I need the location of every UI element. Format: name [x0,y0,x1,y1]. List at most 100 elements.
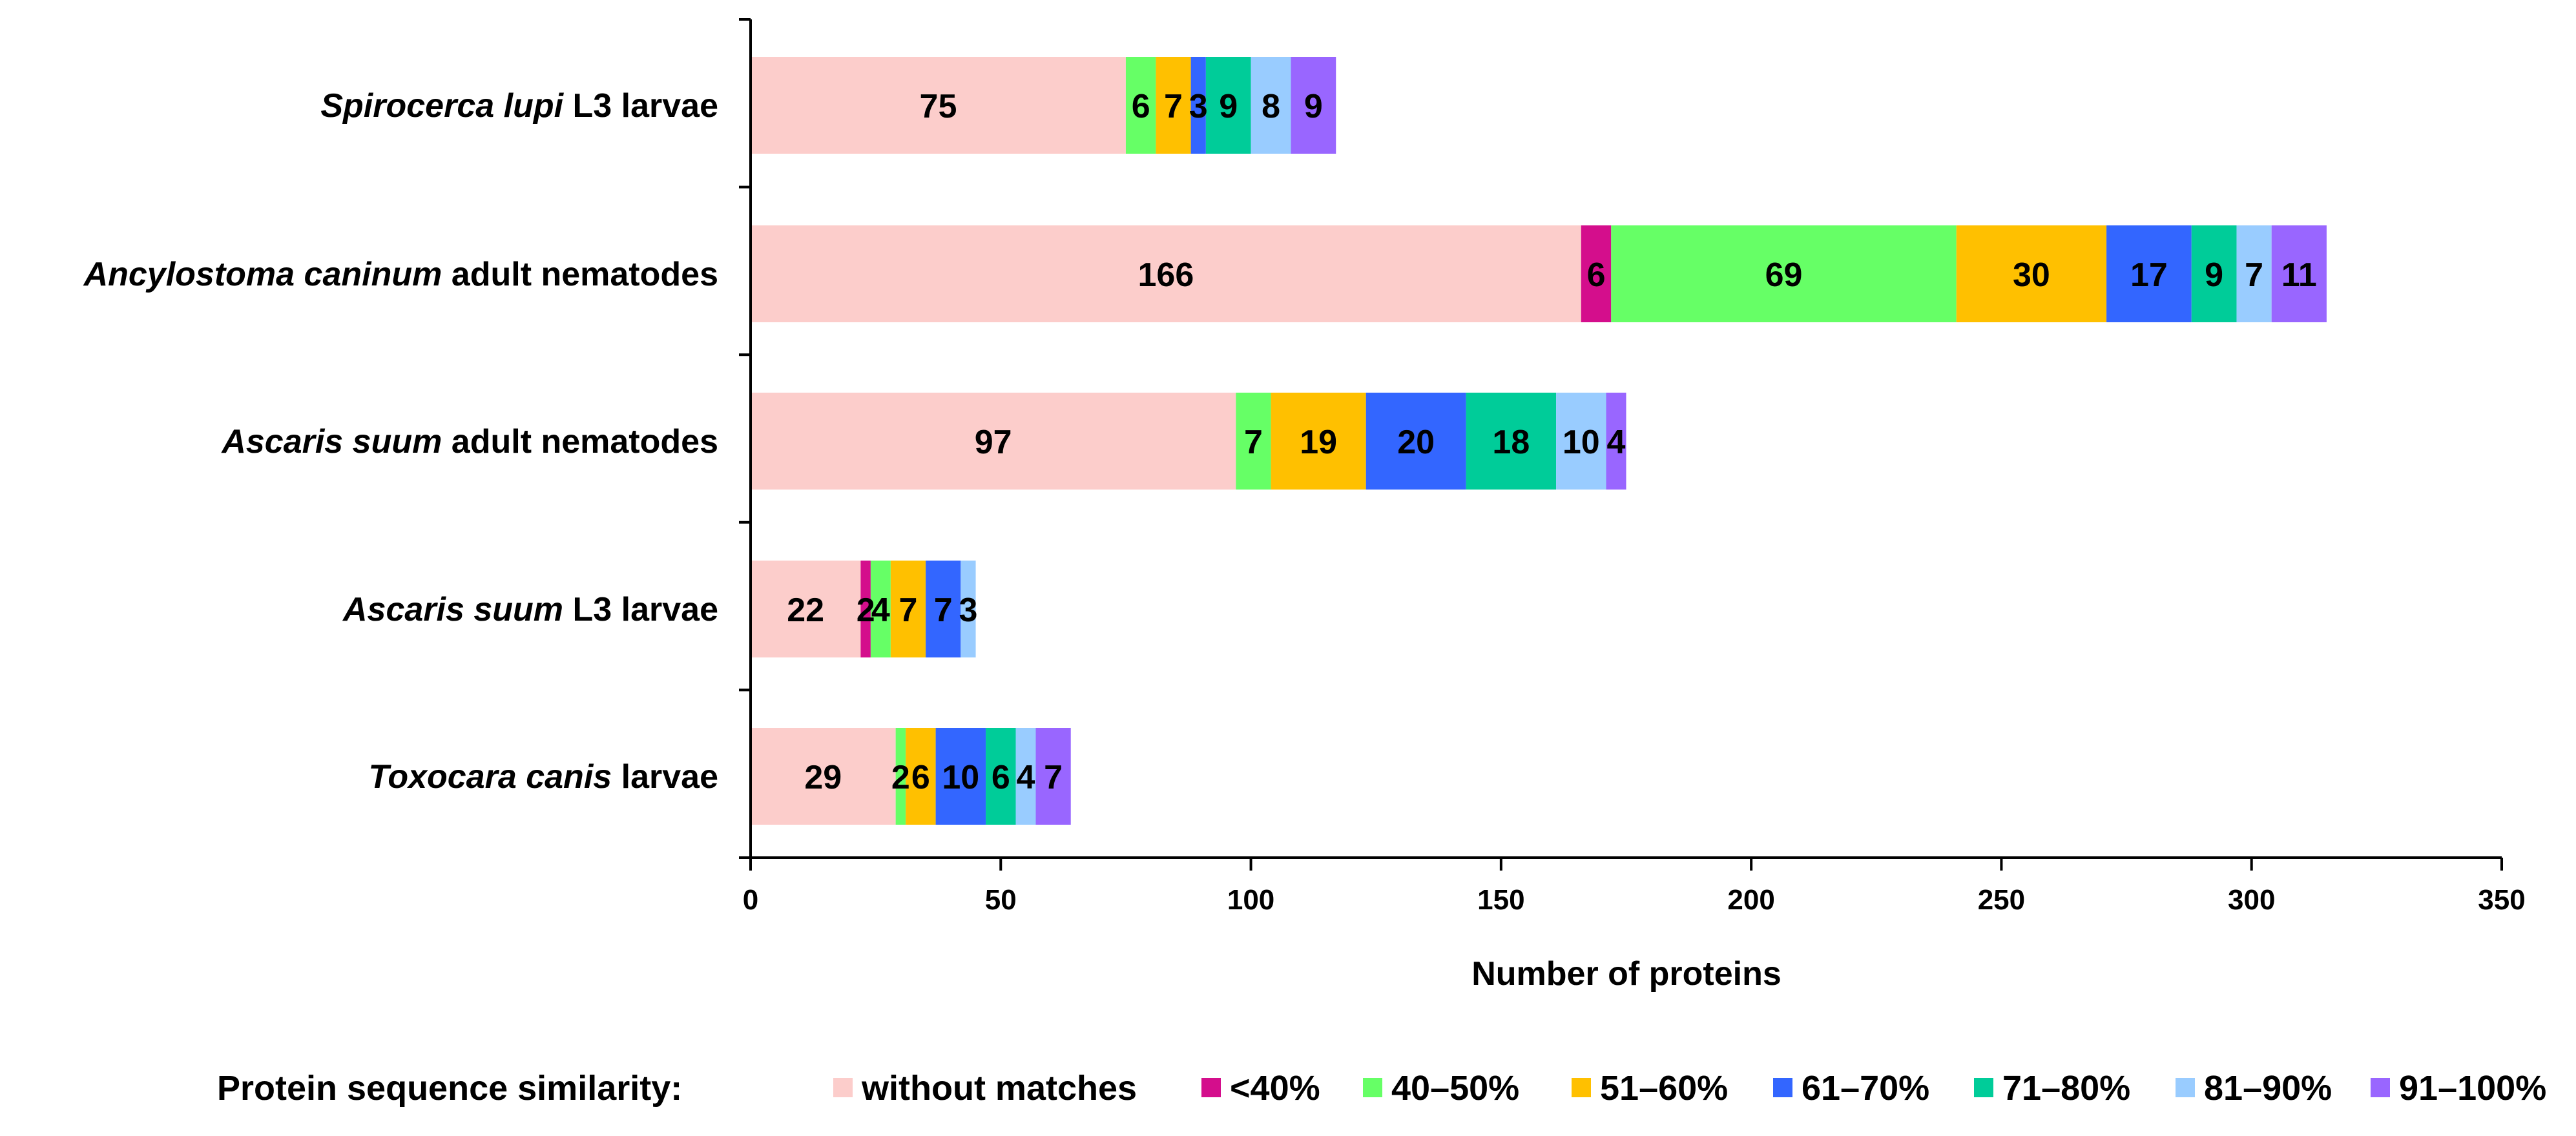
bar-segment [1156,57,1191,154]
bar-value-label: 69 [1765,256,1803,294]
bar-value-label: 7 [1164,88,1183,125]
bar-segment [751,57,1126,154]
category-label: Ancylostoma caninum adult nematodes [83,256,718,293]
category-label-italic: Ancylostoma caninum [83,256,442,293]
bar-value-label: 97 [975,424,1012,461]
bar-segment [2191,225,2237,322]
bar-segment [751,561,861,657]
bar-value-label: 29 [804,759,842,796]
bar-segment [2271,225,2327,322]
x-tick-label: 50 [985,884,1017,916]
bar-value-label: 22 [787,592,824,629]
bar-value-label: 6 [992,759,1010,796]
category-label: Ascaris suum L3 larvae [342,591,718,628]
bar-value-label: 4 [871,592,890,629]
bar-segment [1466,393,1557,490]
x-tick-label: 200 [1727,884,1774,916]
legend-swatch [1974,1078,1993,1097]
bar-value-label: 18 [1492,424,1530,461]
category-labels: Spirocerca lupi L3 larvae Ancylostoma can… [83,87,718,796]
bar-segment [1035,728,1071,825]
bar-value-label: 2 [891,759,910,796]
legend-item-label: without matches [861,1069,1137,1108]
category-label-rest: L3 larvae [563,87,718,125]
bar-value-label: 7 [1044,759,1063,796]
legend-item-label: 71–80% [2002,1069,2130,1108]
legend-swatch [833,1078,853,1097]
category-label: Toxocara canis larvae [368,758,718,796]
bar-segment [1606,393,1626,490]
legend-item-label: <40% [1230,1069,1320,1108]
bar-segment [961,561,976,657]
legend-item-label: 81–90% [2204,1069,2332,1108]
bar-value-label: 7 [2245,256,2263,294]
bar-value-label: 11 [2281,256,2317,294]
legend-swatch [1572,1078,1591,1097]
bar-value-label: 166 [1138,256,1194,294]
bar-value-label: 3 [959,592,977,629]
legend-item-label: 40–50% [1391,1069,1519,1108]
category-label-rest: larvae [612,758,718,796]
bar-segment [2236,225,2272,322]
bar-segment [935,728,986,825]
bar-value-label: 10 [942,759,979,796]
bar-value-label: 19 [1300,424,1337,461]
bar-segment [1556,393,1606,490]
category-label-rest: adult nematodes [442,256,718,293]
bar-segment [986,728,1016,825]
bar-value-label: 10 [1563,424,1600,461]
bar-segment [890,561,926,657]
bar-segment [1251,57,1291,154]
category-label-italic: Toxocara canis [368,758,612,796]
bar-value-label: 9 [1219,88,1238,125]
bar-segment [1271,393,1366,490]
x-tick-label: 0 [743,884,758,916]
legend: Protein sequence similarity: without matc… [217,1069,2546,1108]
legend-item-label: 51–60% [1600,1069,1728,1108]
category-label-rest: adult nematodes [442,423,718,460]
bar-value-label: 6 [1587,256,1606,294]
bar-value-label: 9 [2205,256,2223,294]
bar-segment [751,225,1581,322]
axes-layer: 0 50 100 150 200 250 300 350 [739,18,2526,916]
bar-value-label: 75 [920,88,957,125]
category-label-italic: Ascaris suum [342,591,563,628]
bar-segment [2106,225,2192,322]
bar-value-label: 7 [934,592,953,629]
legend-swatch [2371,1078,2390,1097]
bar-segment [1190,57,1206,154]
bar-value-label: 6 [911,759,930,796]
bar-segment [1956,225,2107,322]
bar-segment [1205,57,1251,154]
legend-swatch [2176,1078,2195,1097]
bar-value-label: 9 [1304,88,1323,125]
category-label-rest: L3 larvae [563,591,718,628]
x-tick-label: 250 [1978,884,2025,916]
bar-value-label: 17 [2130,256,2168,294]
bar-value-label: 7 [1244,424,1263,461]
x-tick-label: 150 [1477,884,1524,916]
bar-segment [906,728,936,825]
bar-segment [895,728,906,825]
bar-value-label: 4 [1017,759,1035,796]
bar-value-label: 8 [1262,88,1280,125]
legend-item-label: 61–70% [1802,1069,1929,1108]
bar-segment [1581,225,1612,322]
category-label-italic: Spirocerca lupi [320,87,564,125]
bar-segment [926,561,961,657]
bar-value-label: 30 [2013,256,2050,294]
legend-item-label: 91–100% [2399,1069,2546,1108]
legend-swatch [1363,1078,1382,1097]
bar-segment [1366,393,1466,490]
bars-layer [751,57,2327,825]
legend-swatch [1201,1078,1221,1097]
bar-value-label: 7 [899,592,918,629]
x-tick-label: 350 [2478,884,2525,916]
x-tick-label: 300 [2228,884,2275,916]
bar-value-label: 2 [857,592,875,629]
legend-swatch [1773,1078,1792,1097]
category-label: Spirocerca lupi L3 larvae [320,87,718,125]
bar-value-label: 4 [1607,424,1626,461]
